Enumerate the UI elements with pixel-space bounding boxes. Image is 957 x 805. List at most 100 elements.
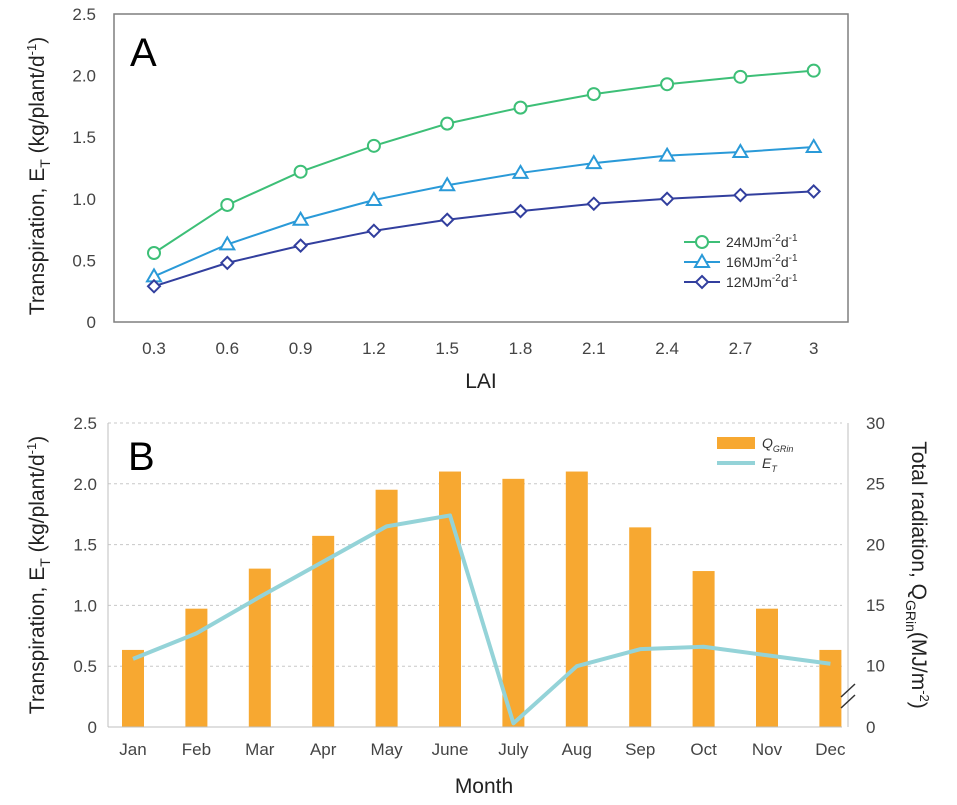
panel-a-data-point <box>585 154 603 170</box>
panel-a-x-tick-label: 0.3 <box>142 339 166 358</box>
panel-a-data-point <box>219 255 235 271</box>
panel-a-y-tick-label: 0 <box>87 313 96 332</box>
panel-a-data-point <box>293 238 309 254</box>
panel-b-bar-sep <box>629 527 652 727</box>
panel-a-data-point <box>586 87 601 102</box>
panel-b-month-label-dec: Dec <box>815 740 846 759</box>
panel-a-data-point <box>218 235 237 251</box>
legend-item-24mj: 24MJm-2d-1 <box>684 233 798 250</box>
panel-a-x-tick-label: 1.5 <box>435 339 459 358</box>
panel-b-bar-aug <box>565 471 588 727</box>
panel-b-y2-axis-label: Total radiation, QGRin(MJ/m-2) <box>903 441 932 709</box>
legend-item-et: ET <box>717 455 778 474</box>
panel-b-y-tick-label: 0 <box>88 718 97 737</box>
panel-a-plot-frame <box>113 13 849 323</box>
panel-a-data-point <box>733 69 748 84</box>
panel-a: A 0 0.5 1.0 1.5 2.0 2.5 0.3 0.6 0.9 1.2 1.5 1.8 2.1… <box>24 5 849 393</box>
legend-24mj-marker-icon <box>695 235 709 249</box>
panel-b-axis-break-icon <box>840 683 856 709</box>
panel-a-x-tick-label: 0.9 <box>289 339 313 358</box>
panel-b-month-label-sep: Sep <box>625 740 655 759</box>
panel-a-x-tick-label: 3 <box>809 339 818 358</box>
panel-a-data-point <box>586 196 602 212</box>
panel-b-x-axis-label: Month <box>455 775 513 798</box>
panel-a-data-point <box>732 187 748 203</box>
panel-b-right-y-ticks: 0 10 15 20 25 30 <box>866 414 885 737</box>
panel-b-month-label-jan: Jan <box>119 740 146 759</box>
legend-qgrin-label: QGRin <box>762 435 793 454</box>
panel-a-x-ticks: 0.3 0.6 0.9 1.2 1.5 1.8 2.1 2.4 2.7 3 <box>142 339 818 358</box>
panel-a-data-point <box>806 183 822 199</box>
panel-b-month-label-may: May <box>371 740 404 759</box>
panel-a-data-point <box>147 246 161 261</box>
panel-b-y2-tick-label: 10 <box>866 657 885 676</box>
panel-a-series-2 <box>146 183 822 294</box>
panel-b-month-label-apr: Apr <box>310 740 337 759</box>
panel-b-y2-tick-label: 15 <box>866 596 885 615</box>
panel-b-bar-may <box>375 489 398 727</box>
panel-b-bar-feb <box>185 608 208 727</box>
panel-a-x-tick-label: 2.1 <box>582 339 606 358</box>
panel-b-bar-jan <box>122 649 144 727</box>
panel-a-data-point <box>511 163 530 179</box>
legend-12mj-marker-icon <box>694 274 710 290</box>
panel-b-month-label-june: June <box>432 740 469 759</box>
panel-a-data-point <box>806 63 821 78</box>
panel-a-x-tick-label: 2.4 <box>655 339 679 358</box>
panel-b-bar-june <box>439 471 461 727</box>
panel-b-bar-mar <box>248 568 271 727</box>
panel-a-x-tick-label: 2.7 <box>729 339 753 358</box>
panel-a-data-point <box>366 223 382 239</box>
panel-b-x-ticks: Jan Feb Mar Apr May June July Aug Sep Oct Nov Dec <box>119 740 846 759</box>
panel-a-data-point <box>658 146 676 162</box>
panel-a-x-axis-label: LAI <box>465 370 497 393</box>
panel-b: B 0 0.5 1.0 1.5 2.0 2.5 0 10 15 20 25 30 Jan Feb Mar… <box>24 414 932 798</box>
panel-b-month-label-feb: Feb <box>182 740 211 759</box>
legend-16mj-label: 16MJm-2d-1 <box>726 253 798 270</box>
panel-a-series-line <box>153 146 814 278</box>
panel-a-series-line <box>153 69 814 254</box>
panel-b-et-line <box>132 513 831 726</box>
legend-16mj-marker-icon <box>693 253 711 268</box>
panel-a-series <box>145 63 823 294</box>
panel-a-y-ticks: 0 0.5 1.0 1.5 2.0 2.5 <box>72 5 96 332</box>
panel-b-y-axis-label: Transpiration, ET (kg/plant/d-1) <box>24 436 53 714</box>
panel-b-y2-tick-label: 25 <box>866 475 885 494</box>
panel-b-month-label-oct: Oct <box>690 740 717 759</box>
panel-a-y-tick-label: 2.0 <box>72 67 96 86</box>
panel-b-bar-oct <box>692 571 715 727</box>
panel-a-data-point <box>365 191 383 207</box>
panel-b-gridlines <box>108 422 842 667</box>
panel-a-data-point <box>731 142 750 158</box>
legend-item-16mj: 16MJm-2d-1 <box>684 253 798 270</box>
panel-b-line <box>132 513 831 726</box>
panel-b-month-label-mar: Mar <box>245 740 275 759</box>
panel-a-data-point <box>659 191 675 207</box>
legend-item-12mj: 12MJm-2d-1 <box>684 273 798 290</box>
panel-b-bar-apr <box>312 535 335 727</box>
panel-a-data-point <box>513 100 528 115</box>
panel-a-data-point <box>513 203 528 219</box>
panel-b-month-label-aug: Aug <box>562 740 592 759</box>
panel-a-data-point <box>293 164 308 179</box>
panel-a-data-point <box>220 197 235 212</box>
panel-b-bars <box>122 471 842 727</box>
legend-24mj-label: 24MJm-2d-1 <box>726 233 798 250</box>
legend-qgrin-swatch-icon <box>717 437 755 449</box>
panel-b-y-tick-label: 2.5 <box>73 414 97 433</box>
panel-b-y2-tick-label: 20 <box>866 535 885 554</box>
legend-et-label: ET <box>762 455 778 474</box>
legend-12mj-label: 12MJm-2d-1 <box>726 273 798 290</box>
panel-b-y-tick-label: 1.0 <box>73 596 97 615</box>
panel-a-data-point <box>291 210 310 226</box>
panel-a-data-point <box>439 212 455 228</box>
panel-a-y-tick-label: 2.5 <box>72 5 96 24</box>
legend-item-qgrin: QGRin <box>717 435 793 454</box>
panel-a-data-point <box>804 138 823 154</box>
panel-b-bar-july <box>502 478 525 727</box>
panel-a-x-tick-label: 1.2 <box>362 339 386 358</box>
panel-b-bar-nov <box>756 608 778 727</box>
panel-b-left-y-ticks: 0 0.5 1.0 1.5 2.0 2.5 <box>73 414 97 737</box>
panel-a-data-point <box>438 176 456 192</box>
